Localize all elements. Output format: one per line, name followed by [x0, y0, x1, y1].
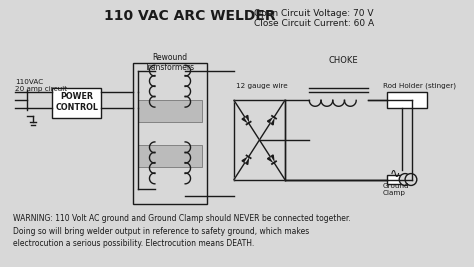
Polygon shape — [267, 117, 274, 125]
Bar — [52, 88, 101, 118]
Text: Close Circuit Current: 60 A: Close Circuit Current: 60 A — [254, 19, 374, 28]
Polygon shape — [242, 115, 248, 123]
Text: 110VAC
20 amp circuit: 110VAC 20 amp circuit — [15, 78, 67, 92]
Bar — [138, 100, 202, 122]
Circle shape — [399, 174, 411, 186]
Text: Rod Holder (stinger): Rod Holder (stinger) — [383, 83, 456, 89]
Text: 12 gauge wire: 12 gauge wire — [236, 83, 288, 89]
Text: POWER
CONTROL: POWER CONTROL — [55, 92, 98, 112]
Text: Ground
Clamp: Ground Clamp — [383, 183, 409, 197]
Bar — [387, 92, 427, 108]
Text: Rewound
Transformers: Rewound Transformers — [145, 53, 195, 72]
Text: 110 VAC ARC WELDER: 110 VAC ARC WELDER — [104, 9, 276, 23]
Polygon shape — [242, 157, 248, 164]
Text: CHOKE: CHOKE — [328, 56, 358, 65]
Bar — [138, 145, 202, 167]
Bar — [133, 63, 207, 204]
Bar — [387, 175, 403, 184]
Text: Open Circuit Voltage: 70 V: Open Circuit Voltage: 70 V — [254, 9, 373, 18]
Text: WARNING: 110 Volt AC ground and Ground Clamp should NEVER be connected together.: WARNING: 110 Volt AC ground and Ground C… — [13, 214, 351, 248]
Polygon shape — [267, 155, 274, 163]
Circle shape — [405, 174, 417, 186]
Text: ∿: ∿ — [390, 168, 401, 181]
